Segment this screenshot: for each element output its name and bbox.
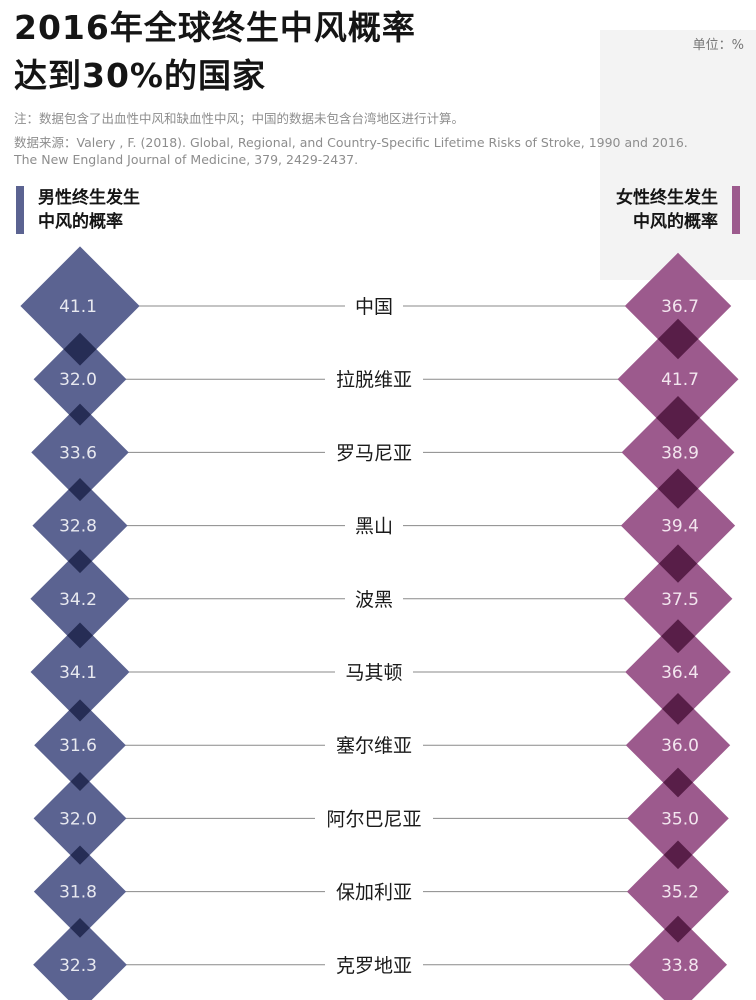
- female-value-diamond: [625, 619, 731, 725]
- page-title: 2016年全球终生中风概率 达到30%的国家: [14, 4, 416, 100]
- female-overlap-diamond: [664, 915, 692, 943]
- country-label: 克罗地亚: [336, 955, 412, 977]
- male-legend-line-1: 男性终生发生: [38, 188, 140, 208]
- male-overlap-diamond: [68, 478, 92, 502]
- male-value-label: 34.1: [59, 663, 97, 683]
- female-overlap-diamond: [663, 840, 693, 870]
- male-value-label: 34.2: [59, 590, 97, 610]
- country-label-bg: [325, 730, 423, 761]
- chart-labels: 中国 41.1 36.7 拉脱维亚 32.0 41.7 罗马尼亚 33.6 38.9 黑山 32.8…: [59, 291, 699, 980]
- male-value-diamond: [33, 917, 127, 1000]
- background-panel: [600, 30, 756, 280]
- male-overlap-diamond: [70, 917, 90, 938]
- male-overlap-diamond: [68, 549, 92, 574]
- female-legend-line-2: 中风的概率: [633, 212, 718, 232]
- country-label-bg: [345, 583, 403, 614]
- female-value-label: 36.7: [661, 297, 699, 317]
- female-legend: 女性终生发生 中风的概率: [616, 186, 740, 234]
- country-label: 黑山: [355, 516, 393, 538]
- female-value-label: 35.0: [661, 809, 699, 829]
- male-value-label: 33.6: [59, 443, 97, 463]
- country-label-bg: [345, 291, 403, 321]
- note-text: 注：数据包含了出血性中风和缺血性中风；中国的数据未包含台湾地区进行计算。: [14, 111, 465, 126]
- female-value-diamond: [625, 693, 731, 798]
- country-label-bg: [345, 510, 403, 541]
- female-value-label: 35.2: [661, 883, 699, 903]
- male-value-label: 31.6: [59, 736, 97, 756]
- male-value-diamond: [32, 478, 128, 574]
- female-diamonds: [617, 252, 739, 1000]
- unit-label: 单位：%: [692, 38, 744, 53]
- male-value-label: 32.3: [59, 956, 97, 976]
- male-legend-line-2: 中风的概率: [38, 212, 123, 232]
- female-overlap-diamond: [657, 318, 699, 360]
- male-value-label: 32.0: [59, 809, 97, 829]
- male-value-label: 41.1: [59, 297, 97, 317]
- male-overlap-diamond: [70, 772, 90, 792]
- female-overlap-diamond: [657, 468, 699, 509]
- female-overlap-diamond: [662, 693, 694, 725]
- male-value-diamond: [34, 699, 126, 792]
- female-value-diamond: [624, 252, 732, 360]
- male-value-diamond: [33, 332, 127, 426]
- country-label: 波黑: [355, 589, 393, 611]
- male-value-diamond: [33, 845, 127, 938]
- male-value-label: 31.8: [59, 883, 97, 903]
- connector-lines: [80, 305, 678, 966]
- female-value-label: 36.0: [661, 736, 699, 756]
- female-overlap-diamond: [656, 395, 700, 440]
- female-value-label: 38.9: [661, 443, 699, 463]
- country-label-bg: [325, 437, 423, 468]
- country-label-bg: [335, 657, 413, 687]
- male-overlap-diamond: [67, 622, 93, 649]
- country-label-bg: [315, 803, 433, 834]
- male-diamonds: [20, 246, 140, 1000]
- male-overlap-diamond: [63, 332, 97, 366]
- female-value-diamond: [617, 318, 739, 440]
- female-value-diamond: [623, 544, 733, 654]
- female-legend-line-1: 女性终生发生: [616, 188, 718, 208]
- country-label: 罗马尼亚: [336, 442, 412, 464]
- country-label: 中国: [355, 296, 393, 318]
- male-value-diamond: [31, 403, 129, 502]
- female-value-label: 36.4: [661, 663, 699, 683]
- female-value-diamond: [627, 767, 729, 870]
- country-label-bg: [325, 876, 423, 907]
- country-label-bg: [325, 364, 423, 395]
- female-value-diamond: [621, 395, 735, 509]
- female-value-diamond: [620, 468, 736, 583]
- male-overlap-diamond: [68, 699, 92, 722]
- male-value-diamond: [33, 772, 127, 865]
- male-value-diamond: [20, 246, 140, 366]
- country-label: 拉脱维亚: [336, 369, 412, 391]
- country-label: 阿尔巴尼亚: [326, 808, 421, 830]
- male-value-label: 32.0: [59, 370, 97, 390]
- title-line-1: 2016年全球终生中风概率: [14, 8, 416, 47]
- female-overlap-diamond: [661, 619, 695, 654]
- female-value-label: 33.8: [661, 956, 699, 976]
- male-overlap-diamond: [69, 403, 91, 426]
- female-overlap-diamond: [663, 767, 693, 798]
- female-value-label: 39.4: [661, 517, 699, 537]
- male-value-diamond: [30, 549, 130, 649]
- female-value-diamond: [628, 915, 728, 1000]
- female-value-label: 41.7: [661, 370, 699, 390]
- male-legend: 男性终生发生 中风的概率: [16, 186, 140, 234]
- title-line-2: 达到30%的国家: [14, 56, 266, 95]
- male-overlap-diamond: [70, 845, 90, 865]
- overlap-diamonds: [63, 318, 700, 943]
- country-label: 保加利亚: [336, 882, 412, 904]
- female-overlap-diamond: [658, 544, 698, 583]
- source-text: 数据来源：Valery , F. (2018). Global, Regiona…: [14, 135, 688, 167]
- male-value-diamond: [30, 622, 130, 722]
- female-value-diamond: [626, 840, 730, 943]
- country-label-bg: [325, 949, 423, 980]
- country-label: 塞尔维亚: [336, 735, 412, 757]
- country-label: 马其顿: [345, 662, 402, 684]
- female-value-label: 37.5: [661, 590, 699, 610]
- male-value-label: 32.8: [59, 517, 97, 537]
